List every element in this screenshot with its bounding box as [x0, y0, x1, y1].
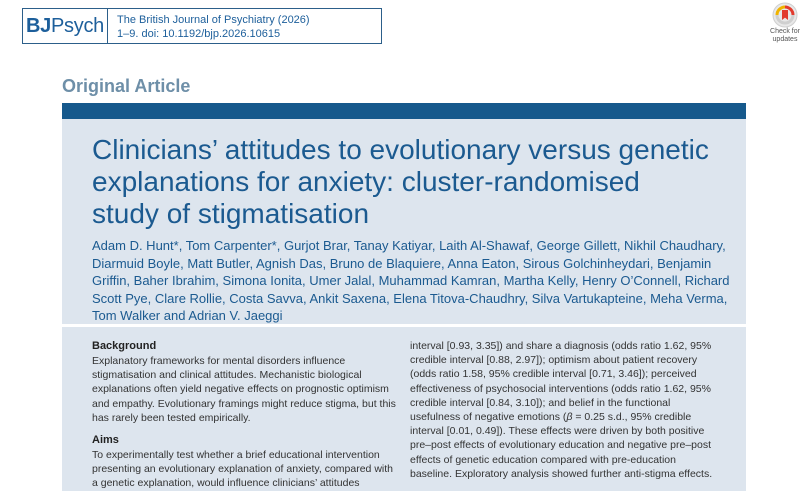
title-band — [62, 103, 746, 119]
logo-bj: BJ — [26, 14, 51, 37]
beta-symbol: β — [566, 411, 573, 424]
article-title: Clinicians’ attitudes to evolutionary ve… — [92, 134, 709, 229]
abstract-left-column: Background Explanatory frameworks for me… — [92, 339, 398, 499]
check-updates-label-line2: updates — [772, 36, 798, 43]
citation-doi-line[interactable]: 1–9. doi: 10.1192/bjp.2026.10615 — [117, 28, 281, 40]
results-text-post: = 0.25 s.d., 95% credible interval [0.01… — [410, 411, 713, 480]
logo-psych: Psych — [51, 14, 104, 37]
journal-header: BJ Psych The British Journal of Psychiatr… — [22, 8, 382, 44]
aims-text: To experimentally test whether a brief e… — [92, 449, 393, 490]
citation-journal-line: The British Journal of Psychiatry (2026) — [117, 14, 310, 26]
results-text-pre: interval [0.93, 3.35]) and share a diagn… — [410, 340, 712, 424]
background-heading: Background — [92, 340, 157, 352]
aims-heading: Aims — [92, 434, 119, 447]
check-for-updates-button[interactable]: Check for updates — [764, 2, 806, 46]
title-panel — [62, 119, 746, 324]
author-list: Adam D. Hunt*, Tom Carpenter*, Gurjot Br… — [92, 238, 730, 323]
background-text: Explanatory frameworks for mental disord… — [92, 355, 396, 424]
check-updates-label: Check for updates — [764, 28, 806, 44]
results-text: interval [0.93, 3.35]) and share a diagn… — [410, 339, 716, 481]
check-updates-label-line1: Check for — [770, 28, 800, 35]
journal-citation: The British Journal of Psychiatry (2026)… — [117, 13, 310, 41]
article-type: Original Article — [62, 76, 191, 96]
abstract-right-column: interval [0.93, 3.35]) and share a diagn… — [410, 339, 716, 489]
journal-logo[interactable]: BJ Psych — [23, 9, 108, 43]
abstract-panel — [62, 327, 746, 491]
bookmark-refresh-icon — [772, 2, 798, 28]
